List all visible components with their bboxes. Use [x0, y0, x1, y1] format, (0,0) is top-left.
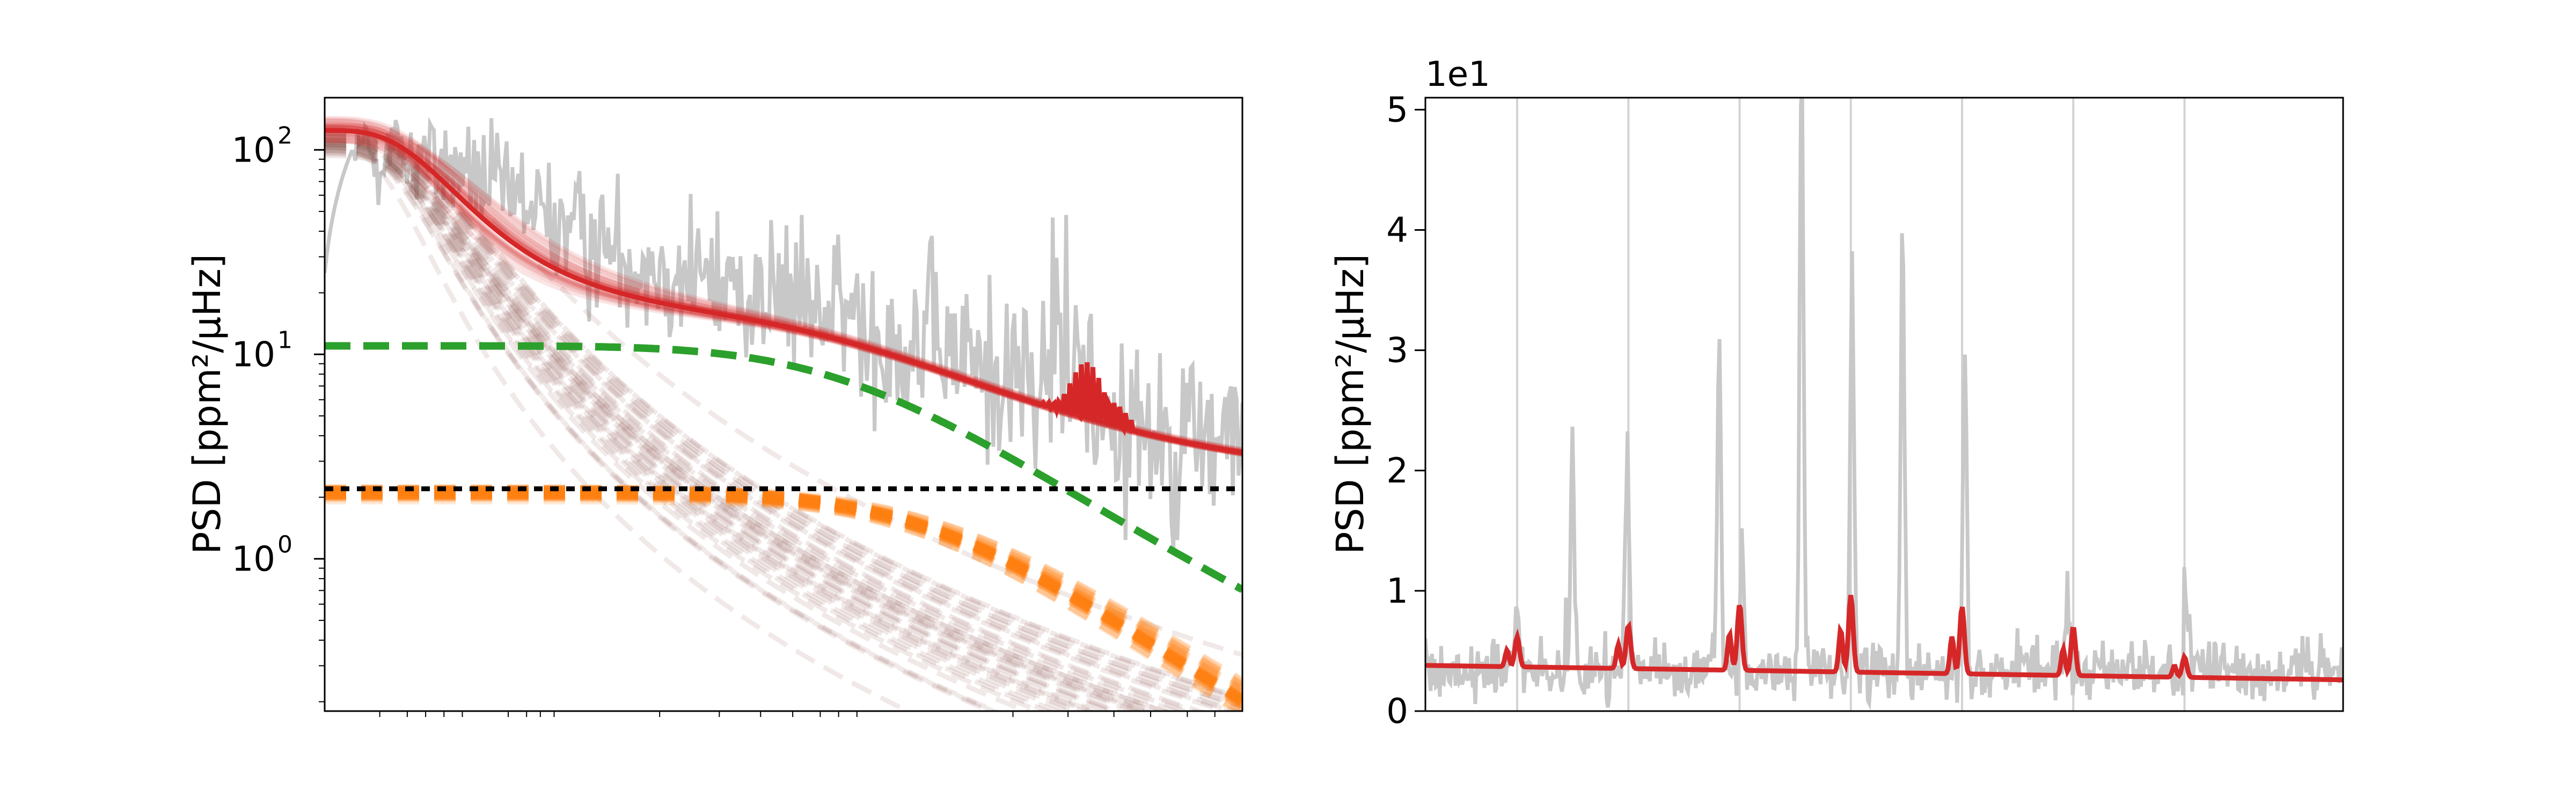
y-tick-label: 1 — [1386, 572, 1408, 611]
y-tick-exponent: 2 — [277, 122, 292, 149]
activity-sample-line — [325, 489, 1242, 696]
y-tick-label: 10 — [232, 130, 275, 170]
y-tick-label: 10 — [232, 539, 275, 579]
low-frequency-sample-line — [325, 142, 1242, 700]
left-axes-frame — [324, 97, 1243, 712]
right-axes-frame — [1424, 97, 2344, 712]
right-plot-area — [1425, 98, 2343, 711]
low-frequency-sample-line — [325, 131, 1000, 711]
low-frequency-sample-line — [325, 133, 1033, 711]
low-frequency-sample-line — [325, 151, 1095, 711]
model-sample-line — [325, 124, 1242, 457]
observed-psd-line — [325, 116, 1242, 550]
activity-sample-line — [325, 490, 1242, 709]
low-frequency-sample-line — [325, 147, 1193, 711]
activity-sample-line — [325, 488, 1242, 692]
y-tick-label: 10 — [232, 335, 275, 375]
low-frequency-sample-line — [325, 131, 1242, 709]
low-frequency-sample-line — [325, 144, 1125, 711]
low-frequency-sample-line — [325, 139, 1063, 711]
low-frequency-sample-line — [325, 140, 1203, 711]
low-frequency-sample-line — [325, 128, 1242, 701]
low-frequency-sample-line — [325, 137, 1242, 704]
low-frequency-sample-line — [325, 144, 913, 711]
left-y-axis-label: PSD [ppm²/μHz] — [185, 254, 229, 554]
low-frequency-sample-line — [325, 143, 1239, 711]
activity-sample-line — [325, 486, 1242, 689]
low-frequency-sample-line — [325, 137, 1242, 708]
y-tick-label: 0 — [1386, 692, 1408, 731]
activity-sample-line — [325, 489, 1242, 705]
granulation-dashed-line — [325, 342, 1242, 593]
low-frequency-sample-line — [325, 137, 1054, 711]
low-frequency-sample-line — [325, 138, 1242, 657]
low-frequency-sample-line — [325, 137, 1170, 711]
right-y-axis-label: PSD [ppm²/μHz] — [1328, 254, 1372, 554]
low-frequency-sample-line — [325, 143, 1154, 711]
activity-sample-line — [325, 488, 1242, 707]
total-model-line — [325, 128, 1242, 456]
activity-sample-line — [325, 486, 1242, 711]
y-tick-label: 4 — [1386, 211, 1408, 251]
low-frequency-sample-line — [325, 134, 1242, 711]
low-frequency-sample-line — [325, 127, 1155, 711]
y-tick-label: 3 — [1386, 331, 1408, 371]
low-frequency-sample-line — [325, 134, 1208, 711]
y-tick-exponent: 0 — [277, 531, 292, 558]
model-sample-line — [325, 121, 1242, 457]
low-frequency-sample-line — [325, 153, 1172, 711]
activity-sample-line — [325, 486, 1242, 705]
low-frequency-sample-line — [325, 130, 1233, 711]
model-line — [1425, 595, 2343, 683]
low-frequency-sample-line — [325, 126, 1100, 711]
left-plot-area — [325, 116, 1242, 711]
activity-sample-line — [325, 490, 1242, 711]
model-sample-line — [325, 125, 1242, 457]
activity-sample-line — [325, 488, 1242, 700]
low-frequency-sample-line — [325, 146, 1117, 711]
low-frequency-sample-line — [325, 138, 1140, 711]
observed-psd-line — [1425, 98, 2343, 711]
model-sample-line — [325, 138, 1242, 457]
low-frequency-sample-line — [325, 131, 1171, 711]
activity-sample-line — [325, 491, 1242, 711]
low-frequency-sample-line — [325, 135, 1242, 711]
low-frequency-sample-line — [325, 149, 1046, 711]
right-panel: 0 1 2 3 4 5 1e1 PSD [ppm²/μHz] — [1328, 55, 2344, 731]
low-frequency-sample-line — [325, 142, 1162, 711]
activity-sample-line — [325, 488, 1242, 705]
low-frequency-sample-line — [325, 142, 1144, 711]
activity-sample-line — [325, 493, 1242, 697]
y-tick-label: 2 — [1386, 451, 1408, 491]
activity-sample-line — [325, 488, 1242, 709]
activity-sample-line — [325, 486, 1242, 704]
y-tick-exponent: 1 — [277, 326, 292, 354]
low-frequency-sample-line — [325, 150, 1150, 711]
low-frequency-sample-line — [325, 143, 1104, 711]
low-frequency-sample-line — [325, 141, 1184, 711]
activity-sample-line — [325, 489, 1242, 711]
y-tick-label: 5 — [1386, 90, 1408, 130]
low-frequency-sample-line — [325, 140, 996, 711]
low-frequency-sample-line — [325, 145, 1002, 711]
activity-sample-line — [325, 489, 1242, 705]
right-ticks: 0 1 2 3 4 5 — [1386, 90, 1425, 731]
low-frequency-sample-line — [325, 148, 1123, 711]
activity-sample-line — [325, 487, 1242, 692]
activity-sample-line — [325, 488, 1242, 707]
right-offset-text: 1e1 — [1425, 55, 1490, 94]
activity-sample-line — [325, 488, 1242, 703]
activity-sample-line — [325, 486, 1242, 687]
low-frequency-sample-line — [325, 148, 1084, 711]
